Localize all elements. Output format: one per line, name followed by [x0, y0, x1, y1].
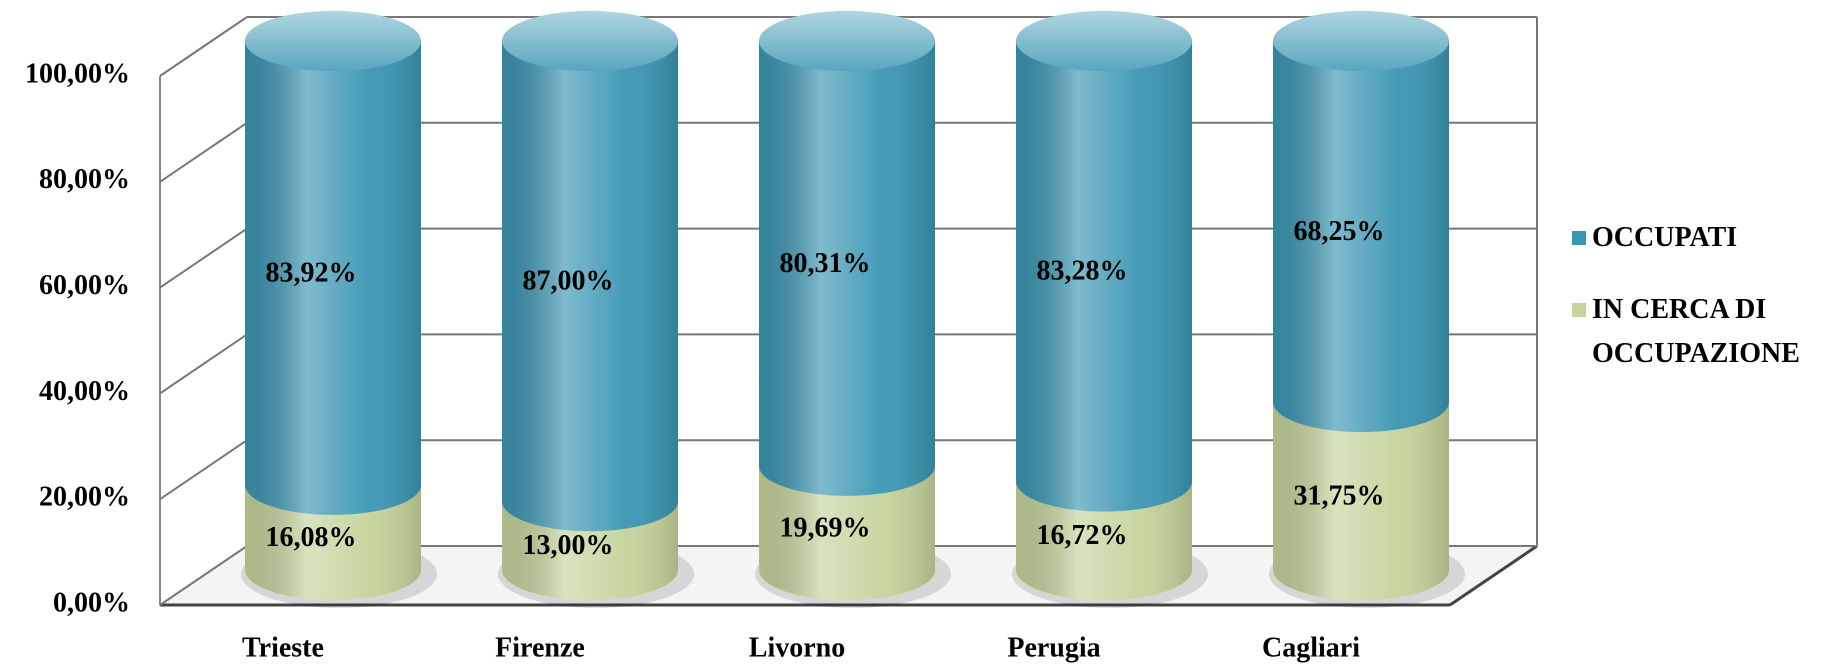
grid-line: [159, 16, 248, 77]
cap-highlight: [245, 11, 421, 71]
legend-swatch: [1572, 303, 1586, 317]
x-tick-label: Firenze: [495, 632, 585, 663]
x-tick-label: Cagliari: [1262, 632, 1360, 663]
data-label: 16,08%: [266, 522, 357, 553]
legend-label: OCCUPATI: [1592, 222, 1738, 253]
segment-shading: [1273, 402, 1449, 600]
y-tick-label: 0,00%: [53, 587, 130, 618]
data-label: 83,28%: [1037, 256, 1128, 287]
legend-swatch: [1572, 231, 1586, 245]
data-label: 87,00%: [523, 266, 614, 297]
data-label: 83,92%: [266, 257, 357, 288]
data-label: 13,00%: [523, 530, 614, 561]
grid-line: [159, 439, 248, 501]
x-tick-label: Trieste: [242, 632, 324, 663]
cap-highlight: [502, 11, 678, 71]
x-tick-label: Livorno: [749, 632, 845, 663]
y-tick-label: 100,00%: [25, 58, 130, 89]
y-tick-label: 60,00%: [39, 270, 130, 301]
segment-shading: [759, 465, 935, 600]
segment-shading: [1016, 481, 1192, 600]
data-label: 31,75%: [1294, 480, 1385, 511]
x-tick-label: Perugia: [1007, 632, 1100, 663]
segment-shading: [502, 41, 678, 532]
cap-highlight: [1273, 11, 1449, 71]
grid-line: [159, 333, 248, 395]
segment-shading: [245, 484, 421, 600]
grid-line: [159, 121, 248, 183]
data-label: 16,72%: [1037, 520, 1128, 551]
segment-shading: [1273, 41, 1449, 433]
segment-shading: [759, 41, 935, 496]
legend-label: IN CERCA DI OCCUPAZIONE: [1592, 294, 1800, 369]
grid-line: [159, 227, 248, 289]
data-label: 80,31%: [780, 248, 871, 279]
y-tick-label: 80,00%: [39, 164, 130, 195]
data-label: 19,69%: [780, 512, 871, 543]
data-label: 68,25%: [1294, 216, 1385, 247]
segment-shading: [1016, 41, 1192, 512]
cap-highlight: [759, 11, 935, 71]
segment-shading: [245, 41, 421, 515]
y-tick-label: 20,00%: [39, 482, 130, 513]
y-tick-label: 40,00%: [39, 376, 130, 407]
cap-highlight: [1016, 11, 1192, 71]
floor-edge: [1449, 544, 1538, 607]
grid-line: [159, 545, 248, 606]
